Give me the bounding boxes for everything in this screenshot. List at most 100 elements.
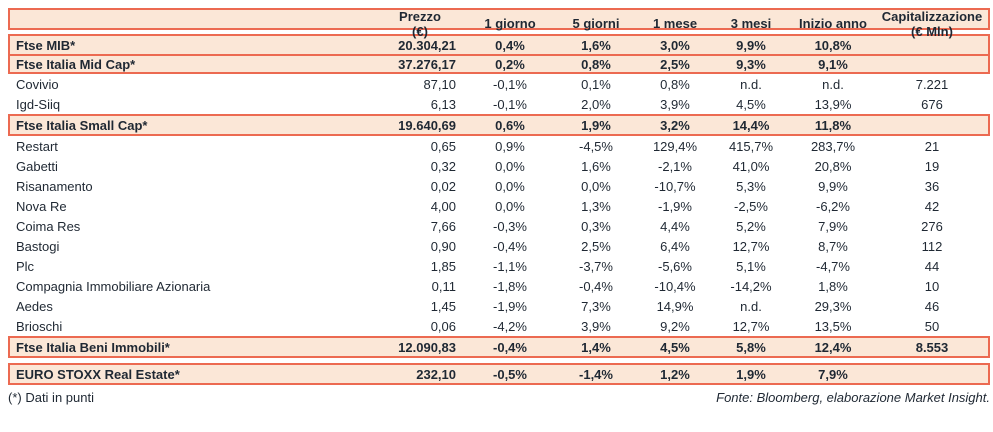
cell-capitalizzazione: 676 — [921, 96, 943, 112]
cell-1-mese: 129,4% — [652, 138, 698, 154]
column-header-1-giorno: 1 giorno — [466, 10, 554, 39]
table-row: Restart 0,65 0,9% -4,5% 129,4% 415,7% 28… — [10, 136, 988, 156]
cell-1-giorno: -4,2% — [493, 318, 527, 334]
cell-capitalizzazione: 42 — [924, 198, 940, 214]
source-note: Fonte: Bloomberg, elaborazione Market In… — [716, 390, 990, 405]
cell-prezzo: 87,10 — [423, 76, 456, 92]
cell-3-mesi: -14,2% — [730, 278, 772, 294]
cell-prezzo: 232,10 — [416, 366, 456, 382]
cell-5-giorni: 2,5% — [581, 238, 611, 254]
cell-name: Restart — [16, 138, 58, 154]
cell-1-mese: 4,4% — [660, 218, 690, 234]
cell-1-mese: 4,5% — [660, 339, 690, 355]
table-row: Gabetti 0,32 0,0% 1,6% -2,1% 41,0% 20,8%… — [10, 156, 988, 176]
cell-1-mese: -2,1% — [658, 158, 692, 174]
indices-table: Prezzo (€) 1 giorno 5 giorni 1 mese 3 me… — [8, 8, 990, 385]
cell-capitalizzazione: 7.221 — [915, 76, 949, 92]
cell-inizio-anno: 10,8% — [814, 37, 852, 53]
column-header-inizio-anno: Inizio anno — [790, 10, 876, 39]
column-header-name — [10, 10, 374, 39]
cell-5-giorni: 1,4% — [581, 339, 611, 355]
cell-3-mesi: 12,7% — [732, 318, 770, 334]
cell-1-giorno: 0,4% — [495, 37, 525, 53]
cell-inizio-anno: 13,9% — [814, 96, 852, 112]
cell-prezzo: 0,65 — [430, 138, 456, 154]
cell-name: Gabetti — [16, 158, 58, 174]
cell-3-mesi: 9,3% — [736, 56, 766, 72]
cell-3-mesi: 9,9% — [736, 37, 766, 53]
cell-1-giorno: 0,0% — [495, 198, 525, 214]
table-row: Ftse Italia Beni Immobili* 12.090,83 -0,… — [10, 338, 988, 356]
cell-3-mesi: 1,9% — [736, 366, 766, 382]
table-section: Restart 0,65 0,9% -4,5% 129,4% 415,7% 28… — [8, 136, 990, 336]
cell-3-mesi: 5,1% — [736, 258, 766, 274]
cell-1-giorno: 0,0% — [495, 178, 525, 194]
cell-inizio-anno: 9,1% — [818, 56, 848, 72]
cell-3-mesi: n.d. — [740, 76, 762, 92]
cell-1-mese: 1,2% — [660, 366, 690, 382]
cell-1-mese: 0,8% — [660, 76, 690, 92]
cell-name: Ftse Italia Beni Immobili* — [16, 339, 170, 355]
cell-3-mesi: 12,7% — [732, 238, 770, 254]
cell-capitalizzazione: 10 — [924, 278, 940, 294]
cell-1-giorno: 0,0% — [495, 158, 525, 174]
cell-name: Brioschi — [16, 318, 63, 334]
cell-1-giorno: -1,1% — [493, 258, 527, 274]
cell-1-mese: 3,9% — [660, 96, 690, 112]
cell-1-giorno: -0,4% — [493, 238, 527, 254]
cell-1-giorno: -1,8% — [493, 278, 527, 294]
cell-inizio-anno: n.d. — [822, 76, 844, 92]
cell-3-mesi: 41,0% — [732, 158, 770, 174]
cell-1-giorno: -0,1% — [493, 96, 527, 112]
cell-name: Igd-Siiq — [16, 96, 61, 112]
column-header-1-giorno-label: 1 giorno — [484, 16, 536, 32]
cell-capitalizzazione: 44 — [924, 258, 940, 274]
cell-1-mese: 3,2% — [660, 117, 690, 133]
cell-prezzo: 12.090,83 — [398, 339, 456, 355]
cell-prezzo: 0,11 — [431, 278, 456, 294]
table-row: Aedes 1,45 -1,9% 7,3% 14,9% n.d. 29,3% 4… — [10, 296, 988, 316]
table-header-section: Prezzo (€) 1 giorno 5 giorni 1 mese 3 me… — [8, 8, 990, 38]
cell-name: Bastogi — [16, 238, 60, 254]
cell-3-mesi: n.d. — [740, 298, 762, 314]
cell-name: EURO STOXX Real Estate* — [16, 366, 180, 382]
cell-inizio-anno: 20,8% — [814, 158, 852, 174]
cell-3-mesi: 14,4% — [732, 117, 770, 133]
cell-1-mese: -5,6% — [658, 258, 692, 274]
cell-1-giorno: -0,5% — [493, 366, 527, 382]
cell-1-giorno: 0,2% — [495, 56, 525, 72]
cell-name: Nova Re — [16, 198, 67, 214]
table-row: Ftse Italia Mid Cap* 37.276,17 0,2% 0,8%… — [10, 54, 988, 72]
cell-1-giorno: -1,9% — [493, 298, 527, 314]
cell-1-giorno: -0,4% — [493, 339, 527, 355]
table-section: Ftse MIB* 20.304,21 0,4% 1,6% 3,0% 9,9% … — [8, 34, 990, 74]
column-header-3-mesi-label: 3 mesi — [730, 16, 772, 32]
cell-5-giorni: -4,5% — [579, 138, 613, 154]
column-header-5-giorni: 5 giorni — [554, 10, 638, 39]
table-row: Brioschi 0,06 -4,2% 3,9% 9,2% 12,7% 13,5… — [10, 316, 988, 336]
cell-5-giorni: 2,0% — [581, 96, 611, 112]
column-header-prezzo-label: Prezzo — [399, 9, 441, 24]
cell-capitalizzazione: 21 — [924, 138, 940, 154]
cell-5-giorni: 1,6% — [581, 158, 611, 174]
cell-5-giorni: 0,0% — [581, 178, 611, 194]
table-footer: (*) Dati in punti Fonte: Bloomberg, elab… — [8, 390, 990, 405]
cell-3-mesi: -2,5% — [734, 198, 768, 214]
cell-inizio-anno: 1,8% — [818, 278, 848, 294]
cell-1-mese: 9,2% — [660, 318, 690, 334]
cell-prezzo: 0,02 — [430, 178, 456, 194]
cell-inizio-anno: 13,5% — [814, 318, 852, 334]
table-row: Plc 1,85 -1,1% -3,7% -5,6% 5,1% -4,7% 44 — [10, 256, 988, 276]
cell-3-mesi: 5,8% — [736, 339, 766, 355]
cell-prezzo: 1,85 — [430, 258, 456, 274]
column-header-inizio-anno-label: Inizio anno — [799, 16, 867, 32]
cell-capitalizzazione: 8.553 — [915, 339, 949, 355]
cell-1-giorno: 0,9% — [495, 138, 525, 154]
cell-prezzo: 1,45 — [430, 298, 456, 314]
cell-inizio-anno: 7,9% — [818, 366, 848, 382]
cell-name: Risanamento — [16, 178, 93, 194]
cell-inizio-anno: -6,2% — [816, 198, 850, 214]
cell-prezzo: 4,00 — [430, 198, 456, 214]
cell-capitalizzazione: 112 — [921, 238, 943, 254]
cell-prezzo: 0,32 — [430, 158, 456, 174]
